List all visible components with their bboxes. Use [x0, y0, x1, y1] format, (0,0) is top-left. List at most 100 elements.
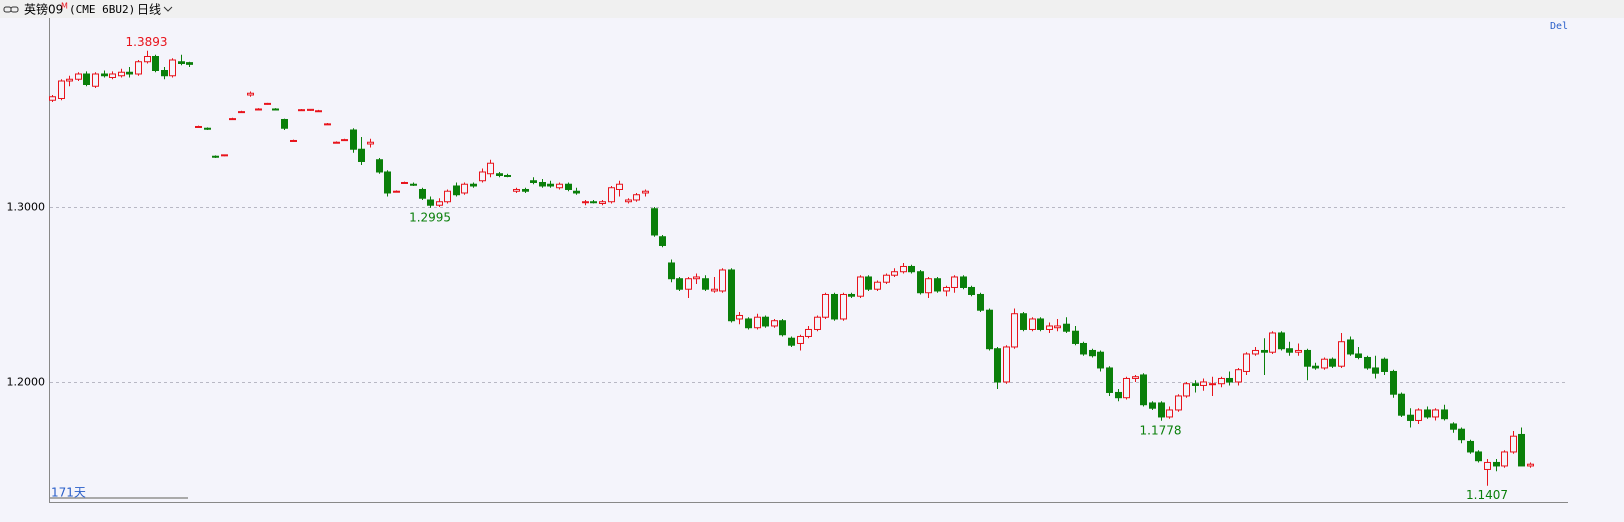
candle-body [1200, 381, 1207, 386]
candle-body [651, 208, 658, 236]
candle-body [255, 108, 262, 111]
candle-body [1080, 342, 1087, 355]
candle-body [315, 110, 322, 113]
candle-body [771, 320, 778, 327]
candle-body [883, 274, 890, 283]
candle-body [865, 276, 872, 290]
candle-body [1243, 353, 1250, 372]
candle-body [1312, 365, 1319, 369]
candle-body [934, 278, 941, 292]
link-icon [3, 6, 19, 13]
candle-body [1003, 346, 1010, 383]
candle-body [401, 181, 408, 184]
candle-body [1527, 463, 1534, 467]
candle-body [1140, 374, 1147, 406]
candle-body [805, 328, 812, 337]
candle-body [204, 127, 211, 130]
candle-body [186, 62, 193, 65]
candle-body [281, 118, 288, 129]
candle-body [917, 271, 924, 294]
candle-body [745, 318, 752, 329]
candle-body [1115, 391, 1122, 399]
candle-body [247, 92, 254, 96]
candle-body [1175, 395, 1182, 411]
candle-body [693, 276, 700, 280]
candle-body [1510, 435, 1517, 453]
extreme-label: 1.3893 [126, 35, 168, 49]
candle-body [1295, 349, 1302, 353]
candle-body [1501, 451, 1508, 467]
candle-body [762, 316, 769, 327]
candle-body [582, 201, 589, 204]
bar-count: 171天 [51, 486, 86, 500]
candle-body [616, 183, 623, 190]
candle-body [212, 155, 219, 158]
candle-body [307, 108, 314, 111]
candle-body [831, 293, 838, 320]
instrument: 英镑09 [24, 2, 63, 17]
candle-body [814, 316, 821, 330]
candle-body [161, 69, 168, 77]
corner-label[interactable]: Del [1550, 21, 1568, 32]
candle-body [1484, 461, 1491, 470]
candle-body [668, 262, 675, 280]
candle-body [943, 286, 950, 292]
candle-body [642, 190, 649, 194]
candle-body [977, 293, 984, 311]
candle-body [1226, 377, 1233, 383]
candle-body [496, 173, 503, 176]
candle-body [169, 59, 176, 77]
candle-body [1450, 423, 1457, 430]
candle-body [556, 183, 563, 189]
candle-body [1407, 414, 1414, 421]
candle-body [1269, 332, 1276, 353]
dropdown-arrow[interactable] [163, 6, 173, 12]
candle-body [1046, 325, 1053, 330]
candle-body [891, 271, 898, 276]
extreme-label: 1.2995 [409, 210, 451, 224]
candle-body [487, 162, 494, 175]
candle-body [479, 171, 486, 182]
candle-body [350, 129, 357, 150]
candle-body [539, 181, 546, 187]
candle-body [857, 276, 864, 297]
candle-body [135, 61, 142, 75]
candle-body [83, 73, 90, 85]
extreme-label: 1.1778 [1140, 423, 1182, 437]
candle-body [367, 141, 374, 145]
candle-body [66, 78, 73, 82]
candle-body [1458, 428, 1465, 441]
candle-body [676, 278, 683, 290]
candle-body [427, 199, 434, 206]
candle-body [341, 139, 348, 142]
candle-body [290, 139, 297, 142]
candle-body [453, 185, 460, 196]
period[interactable]: 日线 [137, 3, 161, 17]
candle-body [58, 80, 65, 99]
candle-body [75, 73, 82, 80]
candle-body [444, 190, 451, 203]
candle-body [1518, 433, 1525, 467]
candle-body [874, 281, 881, 290]
candle-body [1183, 383, 1190, 397]
candle-body [986, 309, 993, 350]
candle-body [754, 316, 761, 329]
candle-body [101, 73, 108, 77]
candle-body [1106, 367, 1113, 393]
candle-body [1209, 383, 1216, 386]
candle-body [298, 109, 305, 112]
candle-body [925, 278, 932, 294]
candle-body [1467, 440, 1474, 453]
candle-body [1029, 318, 1036, 330]
candle-body [1097, 351, 1104, 369]
candle-body [1321, 358, 1328, 369]
candle-body [1338, 341, 1345, 367]
candle-body [1123, 377, 1130, 399]
candle-body [264, 102, 271, 105]
candle-body [1475, 451, 1482, 462]
candle-body [1355, 353, 1362, 358]
candle-body [1132, 376, 1139, 379]
candle-body [1493, 461, 1500, 467]
